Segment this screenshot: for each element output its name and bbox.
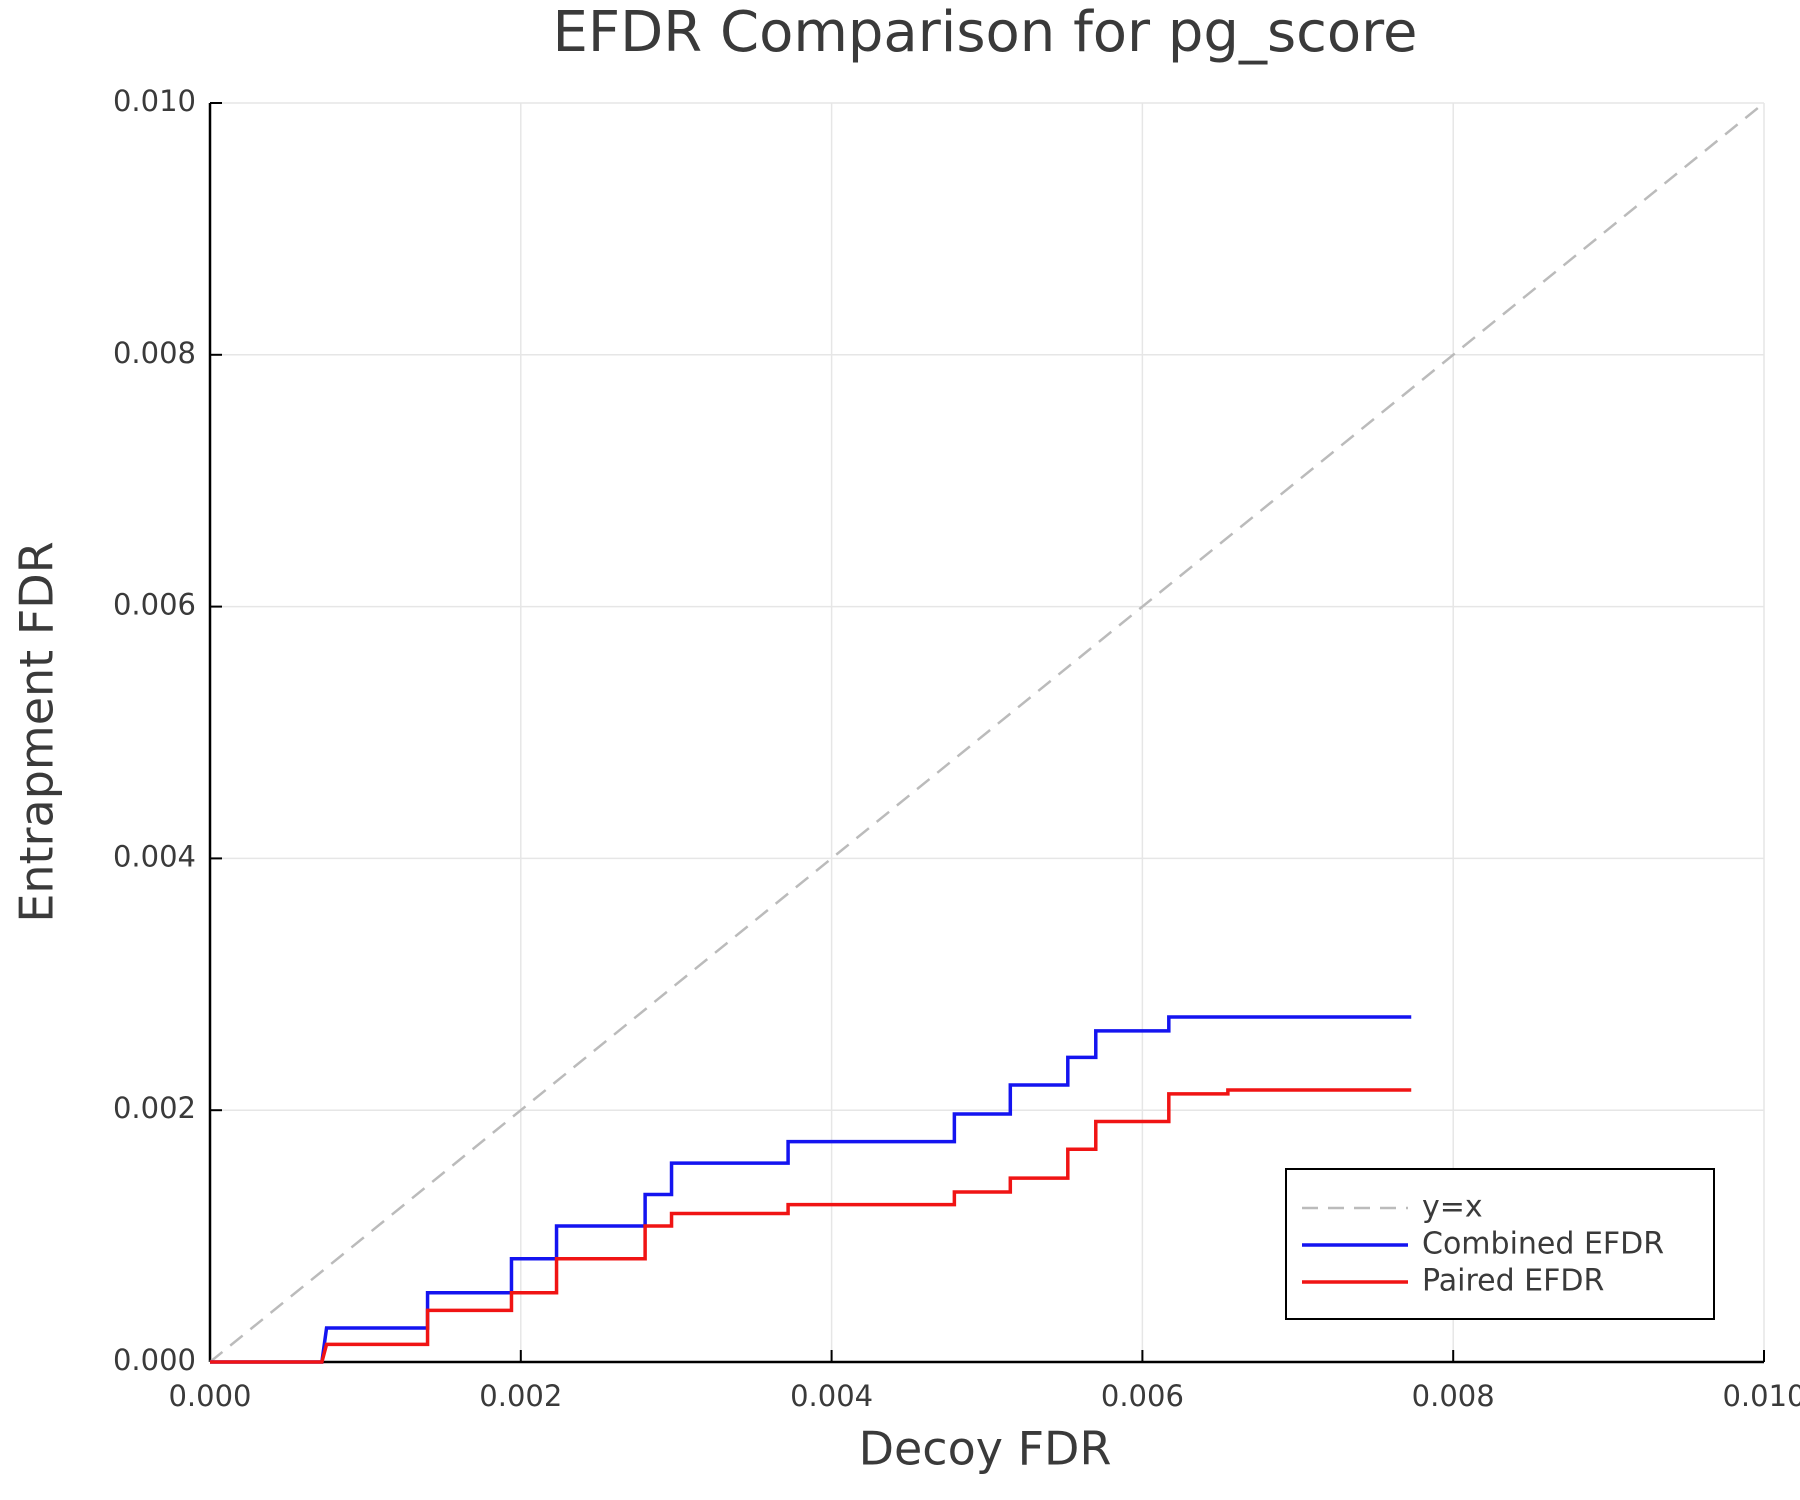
y-tick-label: 0.002: [113, 1091, 196, 1125]
y-tick-label: 0.006: [113, 588, 196, 622]
chart-title: EFDR Comparison for pg_score: [553, 0, 1418, 65]
y-tick-label: 0.010: [113, 84, 196, 118]
x-tick-label: 0.010: [1722, 1379, 1800, 1413]
x-tick-label: 0.002: [479, 1379, 562, 1413]
y-tick-label: 0.008: [113, 336, 196, 370]
series-line: [210, 1088, 1412, 1364]
x-tick-label: 0.004: [790, 1379, 873, 1413]
x-tick-label: 0.008: [1412, 1379, 1495, 1413]
legend-label: Combined EFDR: [1422, 1227, 1664, 1262]
legend-label: y=x: [1422, 1190, 1483, 1225]
x-tick-label: 0.000: [168, 1379, 251, 1413]
y-tick-label: 0.000: [113, 1343, 196, 1377]
x-axis-label: Decoy FDR: [859, 1422, 1112, 1476]
y-tick-label: 0.004: [113, 839, 196, 873]
series-line: [210, 1015, 1412, 1364]
series-line: [209, 102, 1765, 1363]
y-axis-label: Entrapment FDR: [10, 541, 64, 922]
x-tick-label: 0.006: [1101, 1379, 1184, 1413]
legend-label: Paired EFDR: [1422, 1264, 1604, 1299]
